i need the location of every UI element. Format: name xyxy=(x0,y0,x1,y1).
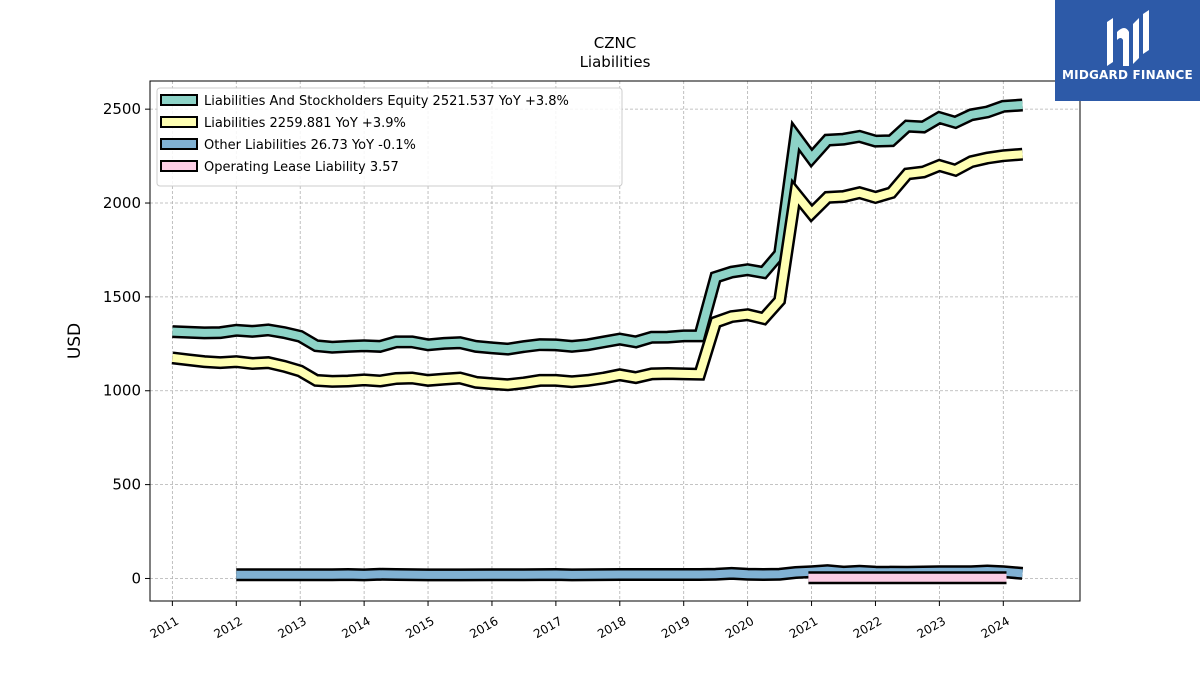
brand-logo: MIDGARD FINANCE xyxy=(1055,0,1200,101)
legend-label: Liabilities And Stockholders Equity 2521… xyxy=(204,94,569,109)
brand-logo-text: MIDGARD FINANCE xyxy=(1062,68,1193,82)
x-tick-label: 2016 xyxy=(467,614,500,641)
x-tick-label: 2012 xyxy=(212,614,245,641)
x-tick-label: 2014 xyxy=(339,614,372,641)
x-tick-label: 2022 xyxy=(851,614,884,641)
legend-swatch xyxy=(160,116,198,128)
legend-swatch xyxy=(160,94,198,106)
legend-box xyxy=(156,87,623,187)
y-axis: 0 500 1000 1500 2000 2500 xyxy=(103,100,150,587)
y-tick-label: 1500 xyxy=(103,288,141,306)
legend-label: Liabilities 2259.881 YoY +3.9% xyxy=(204,116,406,131)
y-tick-label: 0 xyxy=(131,569,141,587)
legend-swatch xyxy=(160,138,198,150)
series-line xyxy=(172,101,1023,354)
x-tick-label: 2021 xyxy=(787,614,820,641)
plot-frame xyxy=(149,80,1081,602)
x-tick-label: 2018 xyxy=(595,614,628,641)
y-tick-label: 2500 xyxy=(103,100,141,118)
y-axis-label: USD xyxy=(65,323,85,359)
x-axis: 2011 2012 2013 2014 2015 2016 2017 2018 2019 2020… xyxy=(148,601,1012,641)
chart-title: CZNC xyxy=(594,34,636,52)
y-tick-label: 2000 xyxy=(103,194,141,212)
legend: Liabilities And Stockholders Equity 2521… xyxy=(156,87,623,187)
legend-item: Operating Lease Liability 3.57 xyxy=(160,160,399,175)
y-tick-label: 1000 xyxy=(103,382,141,400)
x-tick-label: 2020 xyxy=(723,614,756,641)
chart-subtitle: Liabilities xyxy=(580,53,651,71)
y-tick-label: 500 xyxy=(112,476,141,494)
x-tick-label: 2019 xyxy=(659,614,692,641)
midgard-logo-icon xyxy=(1107,10,1149,66)
legend-item: Other Liabilities 26.73 YoY -0.1% xyxy=(160,138,416,153)
x-tick-label: 2011 xyxy=(148,614,181,641)
series-0 xyxy=(172,98,1023,356)
x-tick-label: 2017 xyxy=(531,614,564,641)
legend-label: Other Liabilities 26.73 YoY -0.1% xyxy=(204,138,416,153)
x-tick-label: 2023 xyxy=(915,614,948,641)
x-tick-label: 2024 xyxy=(979,614,1012,641)
series-line xyxy=(171,150,1023,389)
series-layer xyxy=(171,98,1024,585)
series-1 xyxy=(171,147,1024,392)
legend-item: Liabilities 2259.881 YoY +3.9% xyxy=(160,116,406,131)
legend-label: Operating Lease Liability 3.57 xyxy=(204,160,399,175)
legend-item: Liabilities And Stockholders Equity 2521… xyxy=(160,94,569,109)
x-tick-label: 2013 xyxy=(275,614,308,641)
x-tick-label: 2015 xyxy=(403,614,436,641)
legend-swatch xyxy=(160,160,198,172)
